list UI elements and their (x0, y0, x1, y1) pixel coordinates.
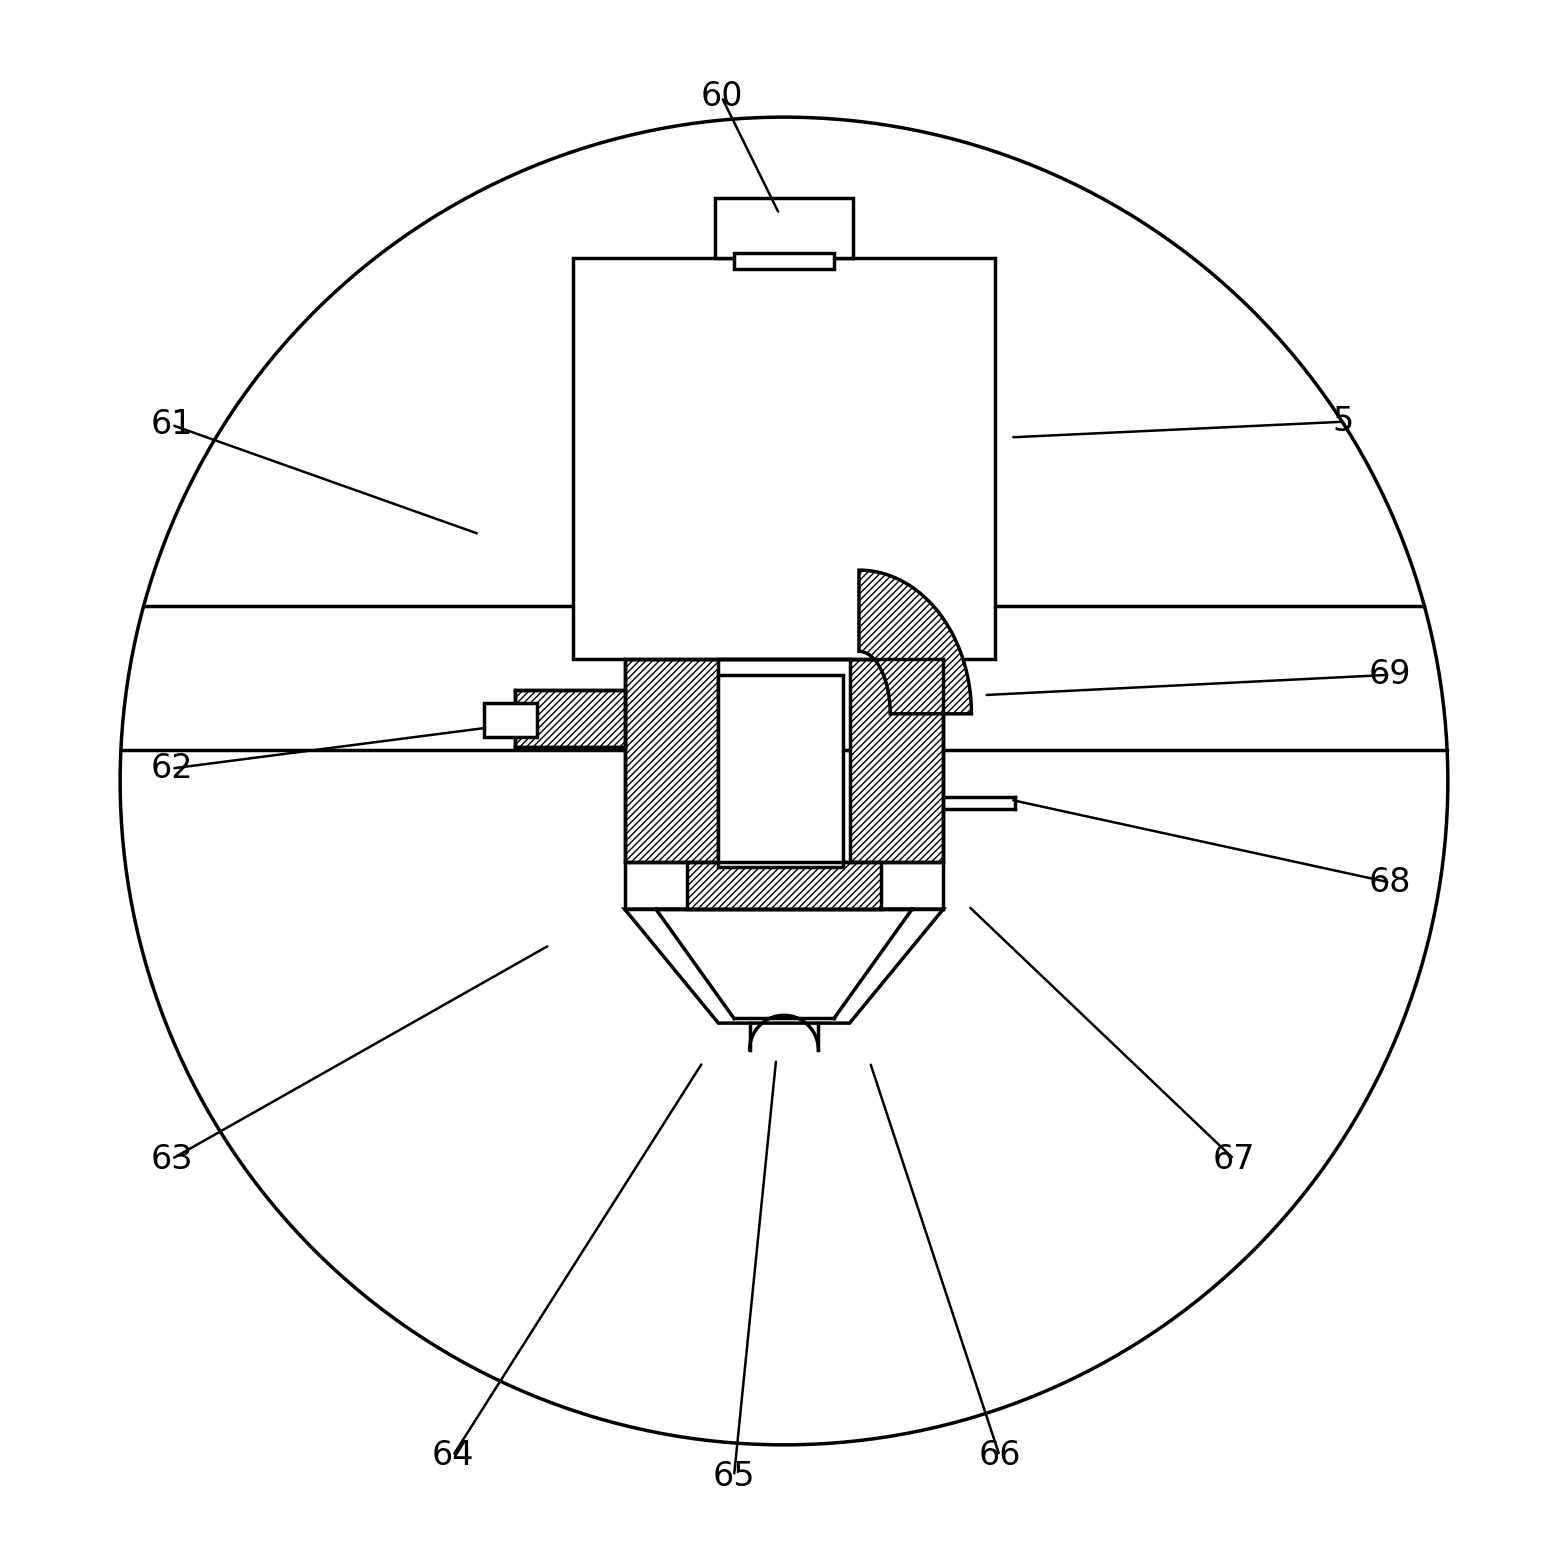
Bar (624, 659, 718, 862)
Text: 62: 62 (151, 751, 193, 786)
Bar (715, 198, 853, 258)
Bar (734, 253, 834, 269)
Text: 67: 67 (1212, 1142, 1254, 1176)
Bar (516, 690, 624, 747)
Bar (718, 675, 844, 867)
Polygon shape (859, 570, 972, 714)
Text: 69: 69 (1369, 658, 1411, 692)
Text: 65: 65 (713, 1459, 756, 1493)
Text: 61: 61 (151, 408, 193, 442)
Bar (485, 703, 538, 737)
Bar (687, 862, 881, 909)
Text: 63: 63 (151, 1142, 193, 1176)
Text: 60: 60 (701, 80, 743, 114)
Text: 66: 66 (978, 1439, 1021, 1473)
Bar (574, 258, 994, 659)
Text: 64: 64 (431, 1439, 474, 1473)
Bar (850, 659, 944, 862)
Polygon shape (624, 909, 944, 1023)
Text: 5: 5 (1333, 405, 1353, 439)
Text: 68: 68 (1369, 865, 1411, 900)
